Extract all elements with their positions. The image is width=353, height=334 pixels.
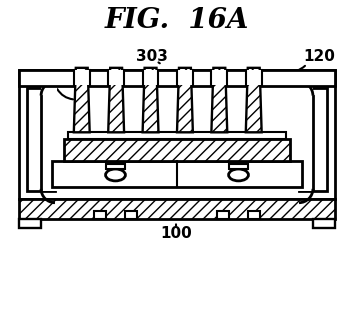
Polygon shape <box>108 68 124 132</box>
Text: 120: 120 <box>303 49 335 64</box>
Text: 301: 301 <box>33 74 65 89</box>
Bar <box>178 70 192 85</box>
Bar <box>212 70 227 85</box>
Ellipse shape <box>229 169 249 181</box>
Bar <box>19 70 335 199</box>
Bar <box>30 91 52 188</box>
Polygon shape <box>143 68 158 132</box>
Bar <box>41 78 57 191</box>
Bar <box>229 164 249 169</box>
Bar <box>94 211 106 218</box>
Bar <box>27 88 55 191</box>
Bar <box>64 139 290 161</box>
Bar <box>299 88 327 191</box>
Text: 100: 100 <box>160 226 192 241</box>
Polygon shape <box>74 68 90 132</box>
Bar <box>297 78 313 191</box>
Polygon shape <box>246 68 262 132</box>
Bar <box>143 70 158 85</box>
Polygon shape <box>177 68 193 132</box>
Bar <box>217 211 229 218</box>
Bar <box>125 211 137 218</box>
Bar <box>313 218 335 228</box>
Bar <box>74 70 89 85</box>
Bar <box>19 218 41 228</box>
Bar <box>109 70 124 85</box>
Bar <box>302 91 324 188</box>
Bar <box>19 70 335 86</box>
Text: 303: 303 <box>136 49 168 64</box>
Polygon shape <box>211 68 227 132</box>
Bar <box>52 161 302 187</box>
Bar <box>19 199 335 218</box>
Bar <box>68 132 286 139</box>
Ellipse shape <box>106 169 125 181</box>
Text: FIG.  16A: FIG. 16A <box>104 7 249 34</box>
Bar <box>106 164 125 169</box>
Bar <box>249 211 260 218</box>
Bar <box>246 70 261 85</box>
